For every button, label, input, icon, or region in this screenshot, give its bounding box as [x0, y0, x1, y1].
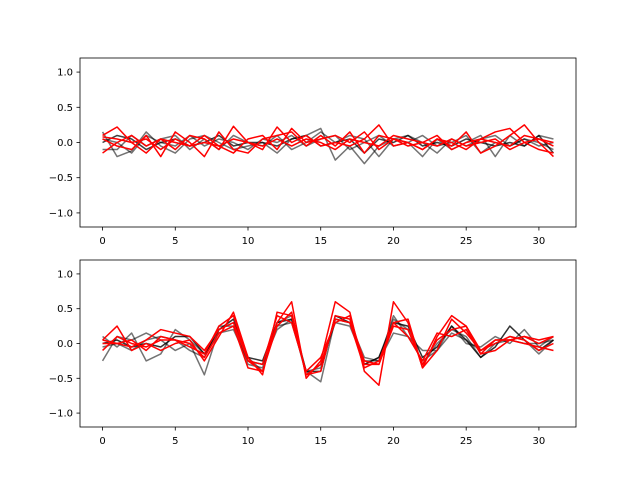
series-group — [101, 124, 555, 165]
x-tick-label: 25 — [460, 236, 473, 247]
y-tick-label: 0.0 — [57, 339, 73, 350]
y-tick-label: 1.0 — [57, 68, 73, 79]
x-tick-label: 30 — [533, 436, 546, 447]
series-line-6 — [102, 127, 554, 158]
x-tick-label: 15 — [314, 236, 327, 247]
series-group — [101, 301, 554, 386]
chart-panel-1: 0 5 10 15 20 25 30 −1.0 −0.5 0.0 0.5 1.0 — [49, 57, 577, 247]
x-tick-label: 30 — [533, 236, 546, 247]
y-tick-label: −1.0 — [49, 409, 73, 420]
x-tick-label: 0 — [99, 436, 105, 447]
x-tick-label: 15 — [314, 436, 327, 447]
series-line-5 — [102, 124, 554, 158]
x-tick-label: 0 — [99, 236, 105, 247]
y-tick-label: −1.0 — [49, 208, 73, 219]
x-tick-label: 25 — [460, 436, 473, 447]
series-line-8 — [102, 134, 554, 151]
chart-panels: 0 5 10 15 20 25 30 −1.0 −0.5 0.0 0.5 1.0 0 5 10 15 20 25 3… — [49, 57, 577, 447]
x-tick-label: 10 — [242, 436, 255, 447]
x-tick-label: 5 — [172, 436, 178, 447]
y-tick-label: 1.0 — [57, 269, 73, 280]
y-tick-label: −0.5 — [49, 374, 73, 385]
x-tick-label: 10 — [242, 236, 255, 247]
chart-panel-2: 0 5 10 15 20 25 30 −1.0 −0.5 0.0 0.5 1.0 — [49, 259, 577, 447]
x-tick-label: 5 — [172, 236, 178, 247]
y-tick-label: 0.0 — [57, 138, 73, 149]
series-line-7 — [102, 127, 554, 154]
y-tick-label: 0.5 — [57, 103, 73, 114]
series-line-8 — [102, 314, 554, 373]
y-tick-label: 0.5 — [57, 304, 73, 315]
x-tick-label: 20 — [387, 236, 400, 247]
x-tick-label: 20 — [387, 436, 400, 447]
y-tick-label: −0.5 — [49, 173, 73, 184]
